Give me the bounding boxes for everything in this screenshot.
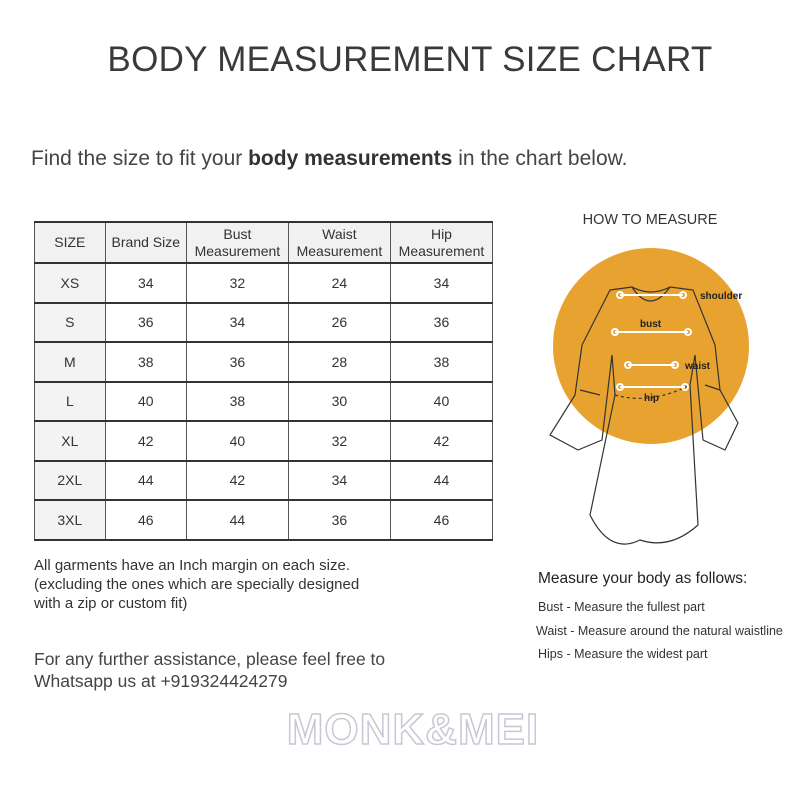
column-header: Waist Measurement [287, 221, 391, 264]
size-cell: XL [34, 420, 106, 462]
measure-item-hips: Hips - Measure the widest part [538, 647, 708, 661]
brand-logo: MONK&MEI [286, 704, 540, 755]
intro-text: Find the size to fit your body measureme… [31, 147, 627, 171]
table-row: XS 34 32 24 34 [34, 262, 494, 304]
how-to-measure-title: HOW TO MEASURE [582, 212, 718, 228]
measurement-cell: 34 [389, 262, 494, 304]
intro-after: in the chart below. [452, 147, 628, 170]
column-header: Hip Measurement [389, 221, 494, 264]
measurement-cell: 44 [389, 460, 494, 501]
measurement-cell: 42 [185, 460, 289, 501]
measurement-cell: 32 [185, 262, 289, 304]
measurement-cell: 46 [389, 499, 494, 541]
help-line: For any further assistance, please feel … [34, 649, 386, 669]
size-table: SIZE Brand Size Bust Measurement Waist Meas… [34, 221, 494, 541]
measurement-cell: 34 [287, 460, 391, 501]
intro-before: Find the size to fit your [31, 147, 249, 170]
measurement-cell: 40 [104, 381, 187, 422]
dress-measure-illustration: shoulder bust waist hip [549, 248, 749, 545]
measurement-cell: 44 [104, 460, 187, 501]
measure-item-bust: Bust - Measure the fullest part [538, 600, 705, 614]
intro-bold: body measurements [248, 147, 453, 170]
size-cell: XS [34, 262, 106, 304]
table-row: 2XL 44 42 34 44 [34, 460, 494, 501]
measurement-cell: 38 [185, 381, 289, 422]
column-header: Bust Measurement [185, 221, 289, 264]
measure-circle [553, 248, 749, 444]
label-waist: waist [684, 361, 711, 372]
measurement-cell: 38 [104, 341, 187, 383]
label-hip: hip [644, 393, 659, 404]
measurement-cell: 38 [389, 341, 494, 383]
measurement-cell: 26 [287, 302, 391, 343]
table-row: 3XL 46 44 36 46 [34, 499, 494, 541]
measurement-cell: 40 [185, 420, 289, 462]
table-body: XS 34 32 24 34 S 36 34 26 36 M 38 36 28 38 L 40 38 30 40 XL 4… [34, 262, 494, 541]
size-cell: 3XL [34, 499, 106, 541]
measurement-cell: 24 [287, 262, 391, 304]
measurement-cell: 34 [104, 262, 187, 304]
table-row: L 40 38 30 40 [34, 381, 494, 422]
measurement-cell: 44 [185, 499, 289, 541]
table-row: M 38 36 28 38 [34, 341, 494, 383]
column-header: Brand Size [104, 221, 187, 264]
dress-outline-icon [549, 286, 739, 545]
size-cell: M [34, 341, 106, 383]
table-header-row: SIZE Brand Size Bust Measurement Waist Meas… [34, 221, 494, 264]
note-line: with a zip or custom fit) [34, 595, 188, 612]
measurement-cell: 46 [104, 499, 187, 541]
size-cell: S [34, 302, 106, 343]
measure-item-waist: Waist - Measure around the natural waist… [536, 624, 783, 638]
measurement-cell: 32 [287, 420, 391, 462]
table-row: XL 42 40 32 42 [34, 420, 494, 462]
table-row: S 36 34 26 36 [34, 302, 494, 343]
label-bust: bust [640, 319, 662, 330]
measurement-cell: 28 [287, 341, 391, 383]
measure-heading: Measure your body as follows: [538, 570, 748, 587]
label-shoulder: shoulder [700, 291, 742, 302]
measurement-cell: 30 [287, 381, 391, 422]
column-header: SIZE [34, 221, 106, 264]
help-line: Whatsapp us at +919324424279 [34, 671, 288, 691]
size-cell: 2XL [34, 460, 106, 501]
measurement-cell: 40 [389, 381, 494, 422]
measurement-cell: 36 [389, 302, 494, 343]
measurement-cell: 36 [185, 341, 289, 383]
measure-lines [611, 291, 692, 391]
measurement-cell: 34 [185, 302, 289, 343]
measurement-cell: 36 [104, 302, 187, 343]
note-line: (excluding the ones which are specially … [34, 576, 360, 593]
measurement-cell: 42 [389, 420, 494, 462]
measurement-cell: 42 [104, 420, 187, 462]
page-title: BODY MEASUREMENT SIZE CHART [107, 40, 713, 79]
size-cell: L [34, 381, 106, 422]
note-line: All garments have an Inch margin on each… [34, 557, 351, 574]
measurement-cell: 36 [287, 499, 391, 541]
